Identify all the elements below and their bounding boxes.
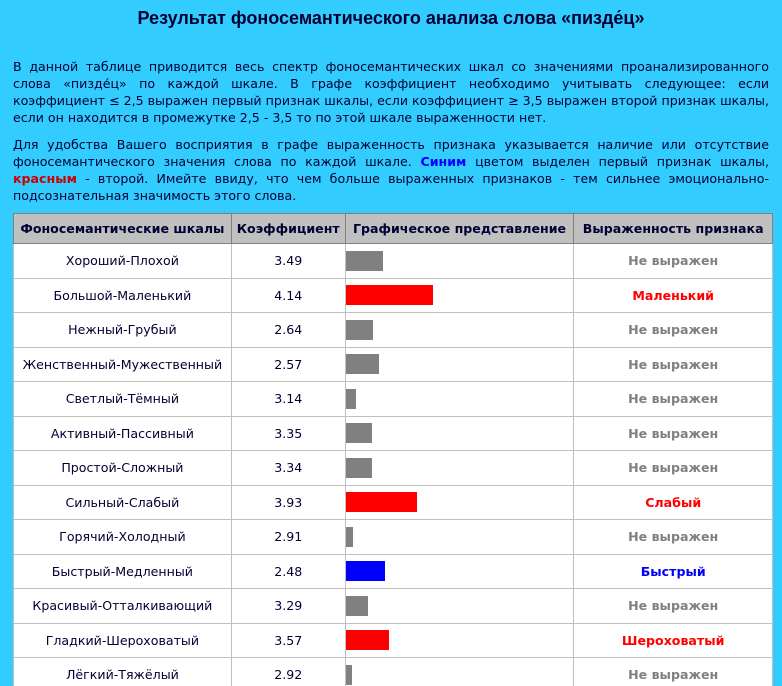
scale-name: Горячий-Холодный <box>13 519 232 555</box>
bar-cell <box>344 588 575 624</box>
header-row: Фоносемантические шкалы Коэффициент Графич… <box>13 213 773 244</box>
coefficient: 4.14 <box>230 277 346 313</box>
coefficient: 3.34 <box>230 450 346 486</box>
intro-paragraph: В данной таблице приводится весь спектр … <box>13 59 769 125</box>
coefficient: 2.91 <box>230 519 346 555</box>
column-header: Коэффициент <box>230 213 346 244</box>
page-title: Результат фоносемантического анализа сло… <box>137 8 645 28</box>
expressedness: Не выражен <box>573 588 773 624</box>
coefficient: 2.64 <box>230 312 346 348</box>
table-row: Гладкий-Шероховатый 3.57 Шероховатый <box>13 622 773 658</box>
bar-cell <box>344 657 575 686</box>
text: Для удобства Вашего восприятия в графе в… <box>13 137 769 169</box>
coefficient-bar <box>345 319 374 340</box>
table-body: Хороший-Плохой 3.49 Не выражен Большой-Мале… <box>13 243 773 686</box>
table-row: Женственный-Мужественный 2.57 Не выражен <box>13 346 773 382</box>
table-row: Хороший-Плохой 3.49 Не выражен <box>13 243 773 279</box>
column-header: Графическое представление <box>344 213 575 244</box>
expressedness: Не выражен <box>573 657 773 686</box>
expressedness: Не выражен <box>573 519 773 555</box>
results-table: Фоносемантические шкалы Коэффициент Графич… <box>13 213 773 686</box>
bar-cell <box>344 346 575 382</box>
table-row: Активный-Пассивный 3.35 Не выражен <box>13 415 773 451</box>
expressedness: Не выражен <box>573 312 773 348</box>
coefficient: 3.57 <box>230 622 346 658</box>
table-row: Нежный-Грубый 2.64 Не выражен <box>13 312 773 348</box>
table-row: Лёгкий-Тяжёлый 2.92 Не выражен <box>13 657 773 686</box>
column-header: Фоносемантические шкалы <box>13 213 232 244</box>
scale-name: Красивый-Отталкивающий <box>13 588 232 624</box>
coefficient-bar <box>345 561 386 582</box>
expressedness: Не выражен <box>573 243 773 279</box>
blue-word: Синим <box>420 154 467 169</box>
coefficient-bar <box>345 457 372 478</box>
bar-cell <box>344 381 575 417</box>
table-row: Горячий-Холодный 2.91 Не выражен <box>13 519 773 555</box>
coefficient-bar <box>345 388 357 409</box>
expressedness: Быстрый <box>573 553 773 589</box>
expressedness: Маленький <box>573 277 773 313</box>
coefficient-bar <box>345 285 433 306</box>
table-row: Большой-Маленький 4.14 Маленький <box>13 277 773 313</box>
scale-name: Женственный-Мужественный <box>13 346 232 382</box>
coefficient: 3.14 <box>230 381 346 417</box>
coefficient-bar <box>345 595 368 616</box>
coefficient: 3.29 <box>230 588 346 624</box>
red-word: красным <box>13 171 77 186</box>
scale-name: Лёгкий-Тяжёлый <box>13 657 232 686</box>
coefficient: 2.92 <box>230 657 346 686</box>
scale-name: Простой-Сложный <box>13 450 232 486</box>
scale-name: Сильный-Слабый <box>13 484 232 520</box>
text: цветом выделен первый признак шкалы, <box>475 154 769 169</box>
table-row: Светлый-Тёмный 3.14 Не выражен <box>13 381 773 417</box>
scale-name: Быстрый-Медленный <box>13 553 232 589</box>
coefficient-bar <box>345 250 384 271</box>
bar-cell <box>344 622 575 658</box>
bar-cell <box>344 484 575 520</box>
text: - второй. Имейте ввиду, что чем больше в… <box>13 171 769 203</box>
expressedness: Не выражен <box>573 450 773 486</box>
scale-name: Большой-Маленький <box>13 277 232 313</box>
coefficient-bar <box>345 492 417 513</box>
legend-paragraph: Для удобства Вашего восприятия в графе в… <box>13 136 769 204</box>
coefficient: 3.49 <box>230 243 346 279</box>
scale-name: Гладкий-Шероховатый <box>13 622 232 658</box>
expressedness: Не выражен <box>573 381 773 417</box>
coefficient: 3.35 <box>230 415 346 451</box>
scale-name: Нежный-Грубый <box>13 312 232 348</box>
expressedness: Слабый <box>573 484 773 520</box>
bar-cell <box>344 553 575 589</box>
coefficient: 3.93 <box>230 484 346 520</box>
expressedness: Не выражен <box>573 346 773 382</box>
table-row: Быстрый-Медленный 2.48 Быстрый <box>13 553 773 589</box>
coefficient: 2.57 <box>230 346 346 382</box>
coefficient-bar <box>345 630 390 651</box>
expressedness: Не выражен <box>573 415 773 451</box>
bar-cell <box>344 277 575 313</box>
expressedness: Шероховатый <box>573 622 773 658</box>
scale-name: Хороший-Плохой <box>13 243 232 279</box>
coefficient: 2.48 <box>230 553 346 589</box>
coefficient-bar <box>345 664 352 685</box>
bar-cell <box>344 450 575 486</box>
scale-name: Светлый-Тёмный <box>13 381 232 417</box>
bar-cell <box>344 243 575 279</box>
table-row: Сильный-Слабый 3.93 Слабый <box>13 484 773 520</box>
bar-cell <box>344 415 575 451</box>
table-row: Простой-Сложный 3.34 Не выражен <box>13 450 773 486</box>
bar-cell <box>344 312 575 348</box>
table-row: Красивый-Отталкивающий 3.29 Не выражен <box>13 588 773 624</box>
scale-name: Активный-Пассивный <box>13 415 232 451</box>
coefficient-bar <box>345 526 353 547</box>
column-header: Выраженность признака <box>573 213 773 244</box>
bar-cell <box>344 519 575 555</box>
coefficient-bar <box>345 354 379 375</box>
coefficient-bar <box>345 423 373 444</box>
